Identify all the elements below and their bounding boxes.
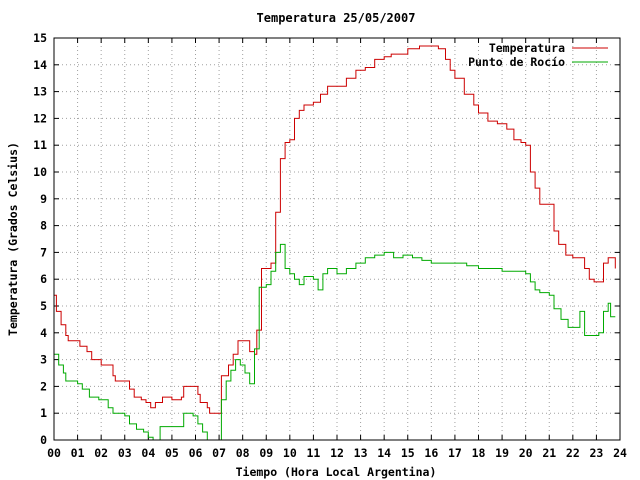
series-line-temperatura xyxy=(54,45,616,414)
x-tick-label: 17 xyxy=(448,446,462,460)
x-tick-label: 13 xyxy=(354,446,368,460)
x-tick-label: 02 xyxy=(94,446,108,460)
legend: Temperatura Punto de Rocío xyxy=(468,41,608,69)
y-tick-label: 14 xyxy=(33,58,47,72)
y-tick-label: 6 xyxy=(40,272,47,286)
x-tick-label: 05 xyxy=(165,446,179,460)
legend-label-temperatura: Temperatura xyxy=(489,41,565,55)
x-tick-label: 14 xyxy=(377,446,391,460)
y-tick-label: 1 xyxy=(40,406,47,420)
x-tick-label: 24 xyxy=(613,446,627,460)
x-tick-label: 20 xyxy=(519,446,533,460)
y-tick-label: 11 xyxy=(33,138,47,152)
x-tick-label: 23 xyxy=(589,446,603,460)
y-tick-label: 13 xyxy=(33,85,47,99)
x-tick-label: 19 xyxy=(495,446,509,460)
x-axis-label: Tiempo (Hora Local Argentina) xyxy=(236,465,437,479)
x-tick-label: 08 xyxy=(236,446,250,460)
x-tick-label: 16 xyxy=(424,446,438,460)
legend-label-punto-de-rocio: Punto de Rocío xyxy=(468,55,565,69)
series-lines xyxy=(54,45,616,441)
series-line-punto-de-rocio xyxy=(54,243,616,441)
y-tick-label: 9 xyxy=(40,192,47,206)
y-tick-label: 15 xyxy=(33,31,47,45)
x-tick-label: 00 xyxy=(47,446,61,460)
x-tick-label: 09 xyxy=(259,446,273,460)
y-tick-label: 5 xyxy=(40,299,47,313)
x-tick-label: 15 xyxy=(401,446,415,460)
y-tick-label: 0 xyxy=(40,433,47,447)
axis-ticks: 00 01 02 03 04 05 06 07 08 09 10 11 12 13 14 15 16 17 18 19… xyxy=(33,31,627,460)
x-tick-label: 11 xyxy=(306,446,320,460)
y-tick-label: 8 xyxy=(40,219,47,233)
chart-title: Temperatura 25/05/2007 xyxy=(257,11,416,25)
x-tick-label: 07 xyxy=(212,446,226,460)
y-axis-label: Temperatura (Grados Celsius) xyxy=(6,142,20,336)
x-tick-label: 03 xyxy=(118,446,132,460)
y-tick-label: 4 xyxy=(40,326,47,340)
x-tick-label: 21 xyxy=(542,446,556,460)
x-tick-label: 12 xyxy=(330,446,344,460)
x-tick-label: 04 xyxy=(141,446,155,460)
y-tick-label: 7 xyxy=(40,245,47,259)
y-tick-label: 12 xyxy=(33,111,47,125)
y-tick-label: 10 xyxy=(33,165,47,179)
y-tick-label: 2 xyxy=(40,379,47,393)
y-tick-label: 3 xyxy=(40,353,47,367)
x-tick-label: 10 xyxy=(283,446,297,460)
x-tick-label: 01 xyxy=(71,446,85,460)
x-tick-label: 22 xyxy=(566,446,580,460)
plot-frame xyxy=(53,37,621,441)
grid-lines xyxy=(54,38,620,440)
x-tick-label: 18 xyxy=(472,446,486,460)
x-tick-label: 06 xyxy=(189,446,203,460)
